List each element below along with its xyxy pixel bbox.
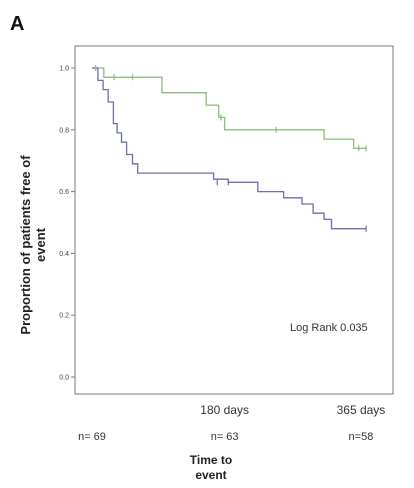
survival-curve-1 <box>92 67 367 230</box>
x-tick-label-0: 180 days <box>200 403 249 417</box>
n-at-risk-label-0: n= 69 <box>78 431 106 443</box>
log-rank-annotation: Log Rank 0.035 <box>290 322 368 334</box>
y-tick-label-5: 1.0 <box>59 66 69 73</box>
n-at-risk-label-1: n= 63 <box>211 431 239 443</box>
plot-frame <box>74 45 394 395</box>
censor-marks <box>95 65 367 232</box>
y-ticks: 0.0 0.2 0.4 0.6 0.8 1.0 <box>59 66 75 382</box>
y-axis-title-line-1: Proportion of patients free of <box>18 155 33 335</box>
panel-label: A <box>10 13 24 35</box>
x-axis-title-line-2: event <box>195 468 226 482</box>
y-axis-title-line-2: event <box>33 227 48 262</box>
y-tick-label-1: 0.2 <box>59 313 69 320</box>
y-tick-label-4: 0.8 <box>59 127 69 134</box>
y-axis-title: Proportion of patients free of event <box>18 155 48 335</box>
survival-curves <box>92 67 367 230</box>
x-tick-label-1: 365 days <box>337 403 386 417</box>
n-at-risk: n= 69 n= 63 n=58 <box>78 431 373 443</box>
x-axis-title-line-1: Time to <box>190 453 232 467</box>
n-at-risk-label-2: n=58 <box>349 431 374 443</box>
x-ticks: 180 days 365 days <box>200 403 385 417</box>
y-tick-label-0: 0.0 <box>59 375 69 382</box>
x-axis-title: Time to event <box>190 453 232 482</box>
y-tick-label-2: 0.4 <box>59 251 69 258</box>
y-tick-label-3: 0.6 <box>59 189 69 196</box>
